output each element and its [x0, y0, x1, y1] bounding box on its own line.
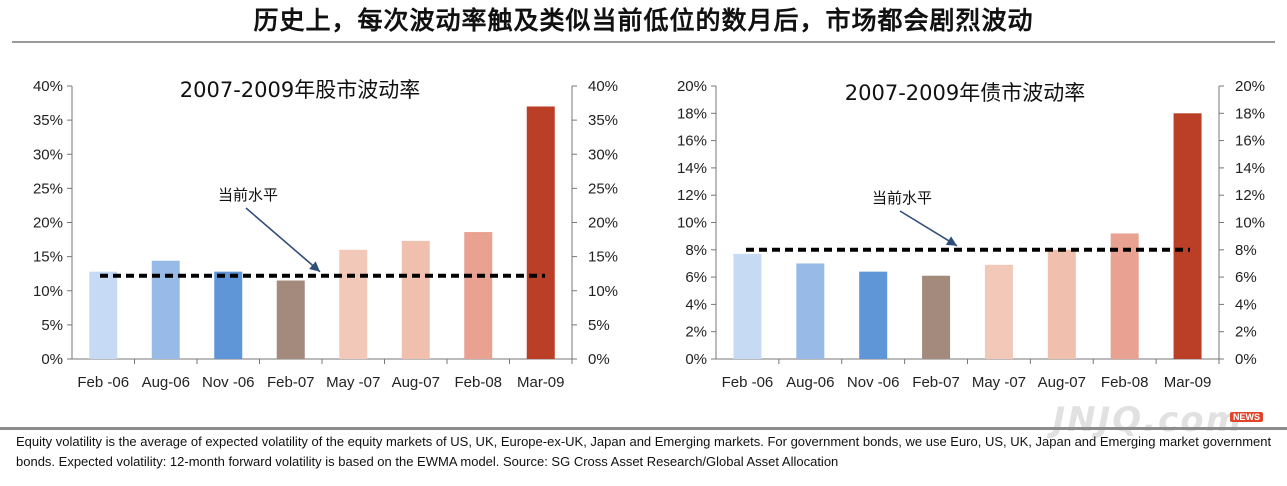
- chart-1-bar-1: [796, 263, 825, 359]
- chart-1-x-tick-label-7: Mar-09: [1164, 374, 1212, 391]
- chart-0-y-tick-label-right: 25%: [588, 180, 618, 197]
- chart-1-annotation-arrowhead: [945, 236, 957, 246]
- watermark-logo: JNJQ.com: [1052, 400, 1243, 440]
- chart-1-y-tick-label-left: 8%: [685, 242, 707, 259]
- chart-1-y-tick-label-left: 10%: [677, 215, 707, 232]
- chart-0-y-tick-label-right: 10%: [588, 283, 618, 300]
- chart-1-annotation-arrow-line: [899, 210, 958, 247]
- chart-1-bar-3: [922, 275, 951, 359]
- chart-1-x-tick-label-6: Feb-08: [1101, 374, 1149, 391]
- equity-volatility-chart: 0% 0% 5% 5% 10% 10% 15% 15% 20% 20% 25% 25% 30% 30% 35…: [0, 62, 640, 402]
- chart-1-y-tick-label-right: 6%: [1235, 269, 1257, 286]
- chart-1-x-tick-label-5: Aug-07: [1038, 374, 1086, 391]
- chart-0-y-tick-label-left: 35%: [33, 112, 63, 129]
- chart-0-y-tick-label-right: 35%: [588, 112, 618, 129]
- chart-0-y-tick-label-right: 30%: [588, 146, 618, 163]
- chart-0-x-tick-label-4: May -07: [326, 374, 380, 391]
- chart-1-y-tick-label-right: 18%: [1235, 105, 1265, 122]
- chart-1-x-tick-label-2: Nov -06: [847, 374, 900, 391]
- chart-1-x-tick-label-0: Feb -06: [722, 374, 774, 391]
- chart-0-bar-0: [89, 271, 118, 359]
- chart-0-y-tick-label-left: 15%: [33, 249, 63, 266]
- chart-0-annotation-arrowhead: [309, 261, 320, 272]
- chart-0-y-tick-label-right: 0%: [588, 351, 610, 368]
- chart-0-bar-2: [214, 271, 243, 359]
- chart-0-bar-4: [339, 249, 368, 359]
- chart-1-y-tick-label-left: 14%: [677, 160, 707, 177]
- chart-0-x-tick-label-6: Feb-08: [454, 374, 502, 391]
- chart-1-y-tick-label-left: 18%: [677, 105, 707, 122]
- chart-1-y-tick-label-left: 4%: [685, 296, 707, 313]
- chart-1-bar-7: [1173, 113, 1202, 359]
- chart-1-y-tick-label-right: 10%: [1235, 215, 1265, 232]
- chart-0-annotation-label: 当前水平: [218, 186, 278, 204]
- chart-1-y-tick-label-right: 0%: [1235, 351, 1257, 368]
- chart-1-bar-0: [733, 253, 762, 359]
- chart-1-y-tick-label-left: 6%: [685, 269, 707, 286]
- bond-volatility-svg: 0% 0% 2% 2% 4% 4% 6% 6% 8% 8% 10% 10% 12% 12% 14% 14% 16…: [677, 78, 1265, 391]
- chart-1-title: 2007-2009年债市波动率: [845, 81, 1085, 105]
- chart-1-bar-4: [984, 264, 1013, 359]
- chart-1-x-tick-label-4: May -07: [972, 374, 1026, 391]
- chart-1-y-tick-label-right: 8%: [1235, 242, 1257, 259]
- chart-1-y-tick-label-right: 4%: [1235, 296, 1257, 313]
- chart-1-y-tick-label-right: 2%: [1235, 324, 1257, 341]
- chart-0-x-tick-label-0: Feb -06: [77, 374, 129, 391]
- chart-0-bar-7: [526, 106, 555, 359]
- chart-1-y-tick-label-left: 0%: [685, 351, 707, 368]
- headline-divider: [12, 41, 1275, 43]
- footnote-divider: [0, 427, 1287, 430]
- bond-volatility-chart: 0% 0% 2% 2% 4% 4% 6% 6% 8% 8% 10% 10% 12% 12% 14% 14% 16…: [645, 62, 1287, 402]
- chart-0-x-tick-label-2: Nov -06: [202, 374, 255, 391]
- page-headline: 历史上，每次波动率触及类似当前低位的数月后，市场都会剧烈波动: [253, 6, 1034, 35]
- chart-0-y-tick-label-right: 15%: [588, 249, 618, 266]
- chart-0-y-tick-label-right: 40%: [588, 78, 618, 95]
- chart-1-x-tick-label-3: Feb-07: [912, 374, 960, 391]
- chart-0-y-tick-label-left: 5%: [41, 317, 63, 334]
- chart-0-title: 2007-2009年股市波动率: [180, 78, 420, 102]
- chart-0-y-tick-label-left: 40%: [33, 78, 63, 95]
- chart-1-y-tick-label-left: 12%: [677, 187, 707, 204]
- chart-0-bar-6: [464, 232, 493, 359]
- chart-1-bar-2: [859, 271, 888, 359]
- chart-1-bar-6: [1110, 233, 1139, 359]
- chart-0-x-tick-label-5: Aug-07: [392, 374, 440, 391]
- chart-0-y-tick-label-left: 25%: [33, 180, 63, 197]
- chart-0-bar-5: [401, 240, 430, 359]
- chart-0-y-tick-label-right: 5%: [588, 317, 610, 334]
- chart-0-y-tick-label-left: 30%: [33, 146, 63, 163]
- chart-1-bar-5: [1047, 249, 1076, 359]
- chart-1-annotation-label: 当前水平: [872, 189, 932, 207]
- chart-1-y-tick-label-right: 12%: [1235, 187, 1265, 204]
- footnote-text: Equity volatility is the average of expe…: [16, 434, 1272, 469]
- chart-1-x-tick-label-1: Aug-06: [786, 374, 834, 391]
- chart-1-y-tick-label-left: 20%: [677, 78, 707, 95]
- chart-1-y-tick-label-left: 2%: [685, 324, 707, 341]
- chart-1-y-tick-label-left: 16%: [677, 133, 707, 150]
- watermark-badge: NEWS: [1230, 412, 1263, 422]
- chart-0-annotation-arrow-line: [245, 207, 321, 273]
- chart-1-y-tick-label-right: 14%: [1235, 160, 1265, 177]
- chart-0-bar-3: [276, 280, 305, 359]
- chart-1-y-tick-label-right: 20%: [1235, 78, 1265, 95]
- chart-0-x-tick-label-7: Mar-09: [517, 374, 565, 391]
- chart-0-x-tick-label-3: Feb-07: [267, 374, 315, 391]
- chart-0-x-tick-label-1: Aug-06: [142, 374, 190, 391]
- chart-0-y-tick-label-right: 20%: [588, 215, 618, 232]
- chart-0-y-tick-label-left: 20%: [33, 215, 63, 232]
- chart-0-y-tick-label-left: 0%: [41, 351, 63, 368]
- chart-0-y-tick-label-left: 10%: [33, 283, 63, 300]
- equity-volatility-svg: 0% 0% 5% 5% 10% 10% 15% 15% 20% 20% 25% 25% 30% 30% 35…: [33, 78, 618, 391]
- chart-1-y-tick-label-right: 16%: [1235, 133, 1265, 150]
